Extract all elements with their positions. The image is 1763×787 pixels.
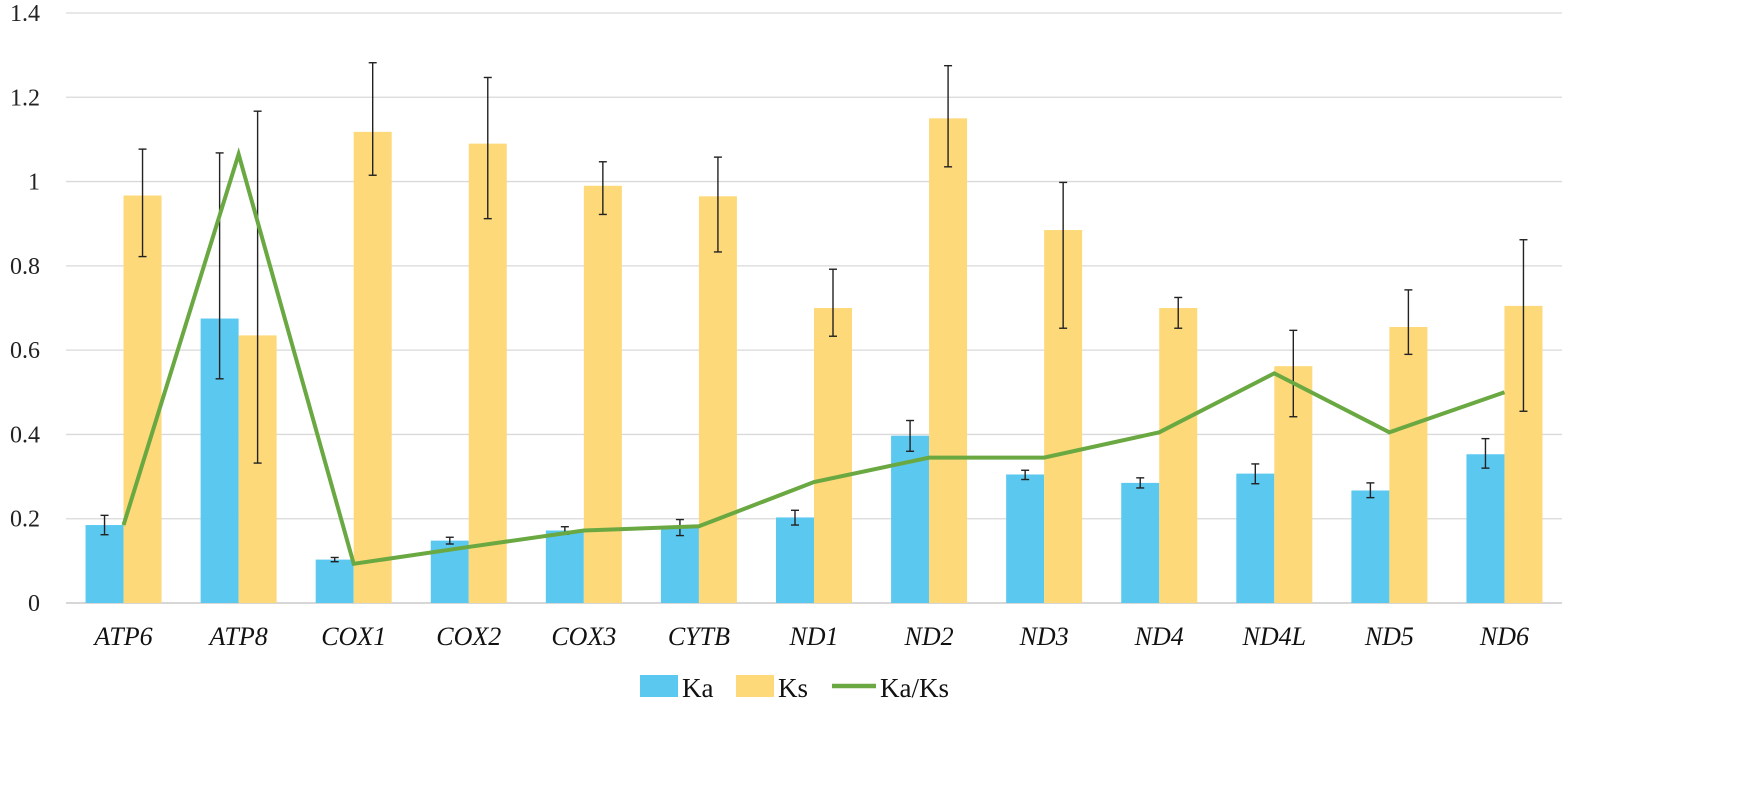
ks-bar	[1389, 326, 1428, 603]
ks-bar	[929, 118, 968, 603]
y-tick-label: 0.6	[10, 338, 40, 364]
x-category-label: ND2	[904, 622, 954, 651]
ks-bar	[468, 143, 507, 603]
x-category-label: COX1	[321, 622, 386, 651]
y-tick-label: 1.4	[10, 1, 40, 27]
error-bars	[100, 62, 1528, 563]
x-category-label: ATP6	[92, 622, 152, 651]
y-axis: 0 0.2 0.4 0.6 0.8 1 1.2 1.4	[10, 1, 40, 617]
legend-swatch-ks	[736, 675, 774, 697]
ka-bar	[1236, 473, 1275, 603]
x-category-label: ATP8	[207, 622, 267, 651]
x-category-label: CYTB	[668, 622, 730, 651]
ks-bar	[1159, 308, 1198, 603]
y-tick-label: 1	[28, 170, 40, 196]
x-axis: ATP6 ATP8 COX1 COX2 COX3 CYTB ND1 ND2 ND3 ND4 ND4L…	[92, 622, 1529, 651]
x-category-label: ND5	[1364, 622, 1414, 651]
legend-swatch-ka	[640, 675, 678, 697]
ka-bar	[315, 559, 354, 603]
ka-bar	[1121, 482, 1160, 603]
ka-bar	[545, 530, 584, 603]
x-category-label: ND6	[1479, 622, 1529, 651]
legend-label: Ka	[682, 673, 713, 703]
legend: Ka Ks Ka/Ks	[640, 673, 949, 703]
x-category-label: ND4L	[1242, 622, 1307, 651]
legend-label: Ka/Ks	[880, 673, 949, 703]
ratio-line	[121, 147, 1506, 567]
x-category-label: COX3	[551, 622, 616, 651]
ka-bar	[1466, 454, 1505, 603]
ks-bar	[353, 131, 392, 604]
ka-bar	[1351, 490, 1390, 603]
bars	[85, 118, 1543, 604]
x-category-label: ND4	[1134, 622, 1184, 651]
ks-bar	[123, 195, 162, 603]
y-tick-label: 0.8	[10, 254, 40, 280]
y-tick-label: 0.4	[10, 422, 40, 448]
x-category-label: COX2	[436, 622, 501, 651]
y-tick-label: 0.2	[10, 507, 40, 533]
x-category-label: ND3	[1019, 622, 1069, 651]
ks-bar	[814, 308, 852, 603]
ka-bar	[660, 527, 699, 603]
ks-bar	[583, 185, 622, 604]
ka-bar	[1006, 474, 1045, 603]
ks-bar	[698, 196, 737, 604]
y-tick-label: 0	[28, 591, 40, 617]
ka-bar	[85, 525, 124, 603]
y-tick-label: 1.2	[10, 85, 40, 111]
x-category-label: ND1	[788, 622, 838, 651]
ka-bar	[776, 517, 814, 603]
legend-label: Ks	[778, 673, 808, 703]
